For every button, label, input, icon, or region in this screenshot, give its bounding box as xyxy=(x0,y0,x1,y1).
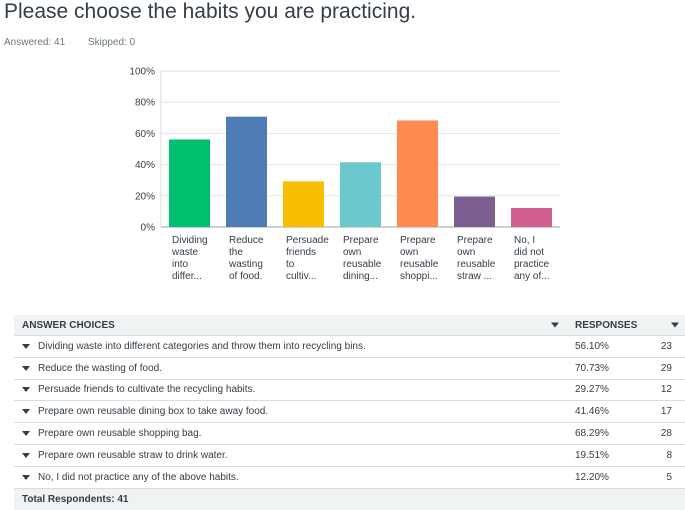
response-count: 29 xyxy=(660,362,672,374)
expand-toggle[interactable] xyxy=(14,365,38,371)
answer-label: Prepare own reusable dining box to take … xyxy=(38,406,269,418)
answer-label: No, I did not practice any of the above … xyxy=(38,471,239,483)
category-label: reusable xyxy=(457,259,496,270)
category-label: friends xyxy=(286,247,316,258)
bar[interactable] xyxy=(397,120,438,227)
header-answer-choices-label: ANSWER CHOICES xyxy=(22,319,115,331)
chevron-down-icon xyxy=(22,431,30,437)
expand-toggle[interactable] xyxy=(14,452,38,458)
expand-toggle[interactable] xyxy=(14,474,38,480)
category-label: No, I xyxy=(514,235,535,246)
response-percent: 12.20% xyxy=(575,471,609,483)
category-label: own xyxy=(457,247,475,258)
bar[interactable] xyxy=(226,116,267,227)
y-tick-label: 100% xyxy=(129,67,155,78)
skipped-count: Skipped: 0 xyxy=(87,37,136,48)
chevron-down-icon xyxy=(22,409,30,415)
category-label: cultiv... xyxy=(286,271,316,282)
response-percent: 29.27% xyxy=(575,384,609,396)
bar[interactable] xyxy=(169,139,210,227)
table-row[interactable]: Prepare own reusable dining box to take … xyxy=(14,401,685,424)
response-percent: 56.10% xyxy=(575,340,609,352)
chevron-down-icon xyxy=(22,474,30,480)
response-count: 17 xyxy=(660,406,672,418)
question-title: Please choose the habits you are practic… xyxy=(4,0,417,23)
category-label: Prepare xyxy=(400,235,436,246)
response-count: 23 xyxy=(660,340,672,352)
category-label: Prepare xyxy=(343,235,379,246)
y-tick-label: 0% xyxy=(141,223,156,234)
bar[interactable] xyxy=(454,196,495,227)
chevron-down-icon xyxy=(22,343,30,349)
bar-chart: 0% 20% 40% 60% 80% 100% Dividingwasteintodiffe… xyxy=(129,67,560,282)
expand-toggle[interactable] xyxy=(14,431,38,437)
category-label: reusable xyxy=(400,259,439,270)
category-label: did not xyxy=(514,247,544,258)
answer-label: Prepare own reusable straw to drink wate… xyxy=(38,449,228,461)
table-row[interactable]: Dividing waste into different categories… xyxy=(14,336,685,358)
table-header: ANSWER CHOICES RESPONSES xyxy=(14,315,685,336)
total-respondents: Total Respondents: 41 xyxy=(14,488,685,510)
sort-caret-icon[interactable] xyxy=(551,322,559,328)
answer-label: Reduce the wasting of food. xyxy=(38,362,162,374)
expand-toggle[interactable] xyxy=(14,343,38,349)
header-responses-label: RESPONSES xyxy=(575,319,638,331)
table-row[interactable]: Reduce the wasting of food. 70.73% 29 xyxy=(14,358,685,380)
expand-toggle[interactable] xyxy=(14,409,38,415)
response-percent: 68.29% xyxy=(575,428,609,440)
response-percent: 19.51% xyxy=(575,449,609,461)
category-label: shoppi... xyxy=(400,271,438,282)
answer-label: Prepare own reusable shopping bag. xyxy=(38,428,202,440)
response-percent: 70.73% xyxy=(575,362,609,374)
bar[interactable] xyxy=(511,207,552,227)
answer-label: Dividing waste into different categories… xyxy=(38,340,366,352)
expand-toggle[interactable] xyxy=(14,387,38,393)
table-row[interactable]: No, I did not practice any of the above … xyxy=(14,467,685,489)
category-label: any of... xyxy=(514,271,550,282)
category-label: waste xyxy=(171,247,199,258)
category-label: reusable xyxy=(343,259,382,270)
bar[interactable] xyxy=(340,162,381,227)
category-label: to xyxy=(286,259,295,270)
answer-table: ANSWER CHOICES RESPONSES Dividing waste … xyxy=(14,315,685,510)
category-label: own xyxy=(343,247,361,258)
y-tick-label: 60% xyxy=(135,129,155,140)
header-responses[interactable]: RESPONSES xyxy=(567,320,685,331)
header-answer-choices[interactable]: ANSWER CHOICES xyxy=(14,320,567,331)
y-tick-label: 40% xyxy=(135,160,155,171)
y-tick-label: 20% xyxy=(135,191,155,202)
category-label: Dividing xyxy=(172,235,208,246)
table-row[interactable]: Prepare own reusable straw to drink wate… xyxy=(14,445,685,467)
chevron-down-icon xyxy=(22,387,30,393)
response-percent: 41.46% xyxy=(575,406,609,418)
category-label: Prepare xyxy=(457,235,493,246)
response-count: 12 xyxy=(660,384,672,396)
category-label: Reduce xyxy=(229,235,264,246)
category-label: of food. xyxy=(229,271,262,282)
table-body: Dividing waste into different categories… xyxy=(14,336,685,489)
bar[interactable] xyxy=(283,181,324,227)
category-label: into xyxy=(172,259,189,270)
category-label: practice xyxy=(514,259,549,270)
category-label: straw ... xyxy=(457,271,492,282)
sort-caret-icon[interactable] xyxy=(671,322,679,328)
category-label: dining... xyxy=(343,271,378,282)
chevron-down-icon xyxy=(22,365,30,371)
answered-count: Answered: 41 xyxy=(4,37,66,48)
response-count: 28 xyxy=(660,428,672,440)
response-stats: Answered: 41 Skipped: 0 xyxy=(4,37,155,48)
table-row[interactable]: Prepare own reusable shopping bag. 68.29%… xyxy=(14,423,685,445)
category-label: differ... xyxy=(172,271,202,282)
category-label: Persuade xyxy=(286,235,329,246)
y-tick-label: 80% xyxy=(135,98,155,109)
category-label: wasting xyxy=(228,259,263,270)
category-label: own xyxy=(400,247,418,258)
chevron-down-icon xyxy=(22,452,30,458)
table-row[interactable]: Persuade friends to cultivate the recycl… xyxy=(14,380,685,402)
category-label: the xyxy=(229,247,243,258)
response-count: 5 xyxy=(666,471,672,483)
answer-label: Persuade friends to cultivate the recycl… xyxy=(38,384,256,396)
response-count: 8 xyxy=(666,449,672,461)
